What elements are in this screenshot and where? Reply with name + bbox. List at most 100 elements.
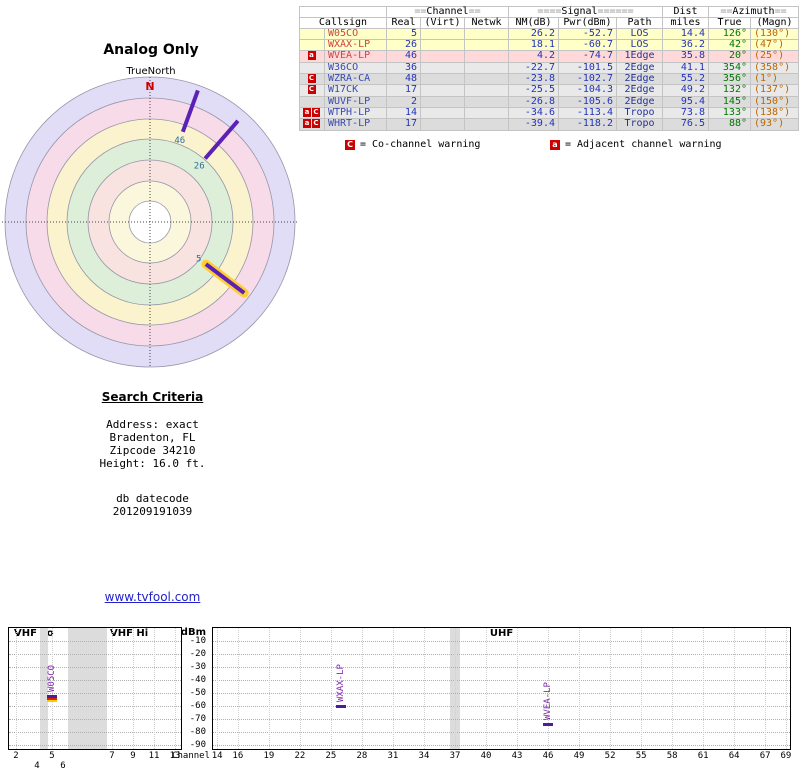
callsign-link[interactable]: WZRA-CA — [324, 72, 387, 85]
gridline-v-ch9 — [133, 628, 134, 749]
station-label-W05CO: W05CO — [47, 664, 57, 692]
station-row-WZRA-CA: C WZRA-CA 48 -23.8 -102.7 2Edge 55.2 356° (1°) — [299, 72, 799, 85]
path-cell: 2Edge — [616, 95, 663, 108]
noise-margin-cell: 4.2 — [508, 50, 559, 63]
gridline-v-ch64 — [734, 628, 736, 749]
virtual-channel-cell — [420, 118, 465, 131]
warning-legend-text: = Adjacent channel warning — [565, 139, 722, 150]
y-tick-label--30: -30 — [189, 662, 206, 672]
gridline-v-ch22 — [299, 628, 301, 749]
path-cell: LOS — [616, 39, 663, 51]
azimuth-magnetic-cell: (130°) — [750, 28, 799, 40]
network-cell — [464, 50, 509, 63]
gridline-v-ch58 — [672, 628, 674, 749]
y-tick-label--70: -70 — [189, 714, 206, 724]
power-cell: -104.3 — [558, 84, 617, 97]
group-header-decor: ====== — [597, 6, 634, 17]
db-datecode-value: 201209191039 — [112, 505, 193, 518]
x-tick-label-25: 25 — [325, 751, 337, 761]
x-tick-label-46: 46 — [542, 751, 554, 761]
gridline-v-ch25 — [330, 628, 332, 749]
gridline-h — [213, 706, 790, 707]
virtual-channel-cell — [420, 95, 465, 108]
station-marker-highlight-red — [47, 697, 57, 700]
callsign-link[interactable]: WUVF-LP — [324, 95, 387, 108]
gridline-v-ch40 — [486, 628, 487, 749]
station-row-W36CO: W36CO 36 -22.7 -101.5 2Edge 41.1 354° (358°) — [299, 61, 799, 74]
station-marker-WVEA-LP — [543, 723, 554, 727]
distance-cell: 73.8 — [662, 106, 709, 119]
gridline-h — [9, 654, 181, 655]
azimuth-magnetic-cell: (137°) — [750, 84, 799, 97]
station-row-W05CO: W05CO 5 26.2 -52.7 LOS 14.4 126° (130°) — [299, 28, 799, 40]
radar-plot: N 46 26 5 — [2, 76, 298, 368]
x-tick-label-40: 40 — [480, 751, 492, 761]
gridline-h — [213, 680, 790, 681]
y-tick-label--10: -10 — [189, 636, 206, 646]
callsign-link[interactable]: W36CO — [324, 61, 387, 74]
callsign-link[interactable]: WVEA-LP — [324, 50, 387, 63]
group-header-decor: ==== — [537, 6, 562, 17]
gridline-h — [9, 693, 181, 694]
search-criteria-line-3: Height: 16.0 ft. — [99, 457, 206, 470]
warning-icon-a: a — [550, 139, 560, 150]
table-group-header-row: ==Channel== ====Signal====== Dist ==Azimuth… — [299, 6, 799, 18]
power-cell: -113.4 — [558, 106, 617, 119]
callsign-link[interactable]: W05CO — [324, 28, 387, 40]
group-header-decor: == — [720, 6, 733, 17]
station-row-WHRT-LP: a C WHRT-LP 17 -39.4 -118.2 Tropo 76.5 88° (93°) — [299, 118, 799, 131]
network-cell — [464, 95, 509, 108]
callsign-link[interactable]: W17CK — [324, 84, 387, 97]
x-tick-label-37: 37 — [449, 751, 461, 761]
distance-cell: 76.5 — [662, 118, 709, 131]
gridline-h — [9, 667, 181, 668]
warning-icon-a: a — [303, 119, 311, 128]
group-header-blank — [299, 6, 387, 18]
spacer — [60, 470, 245, 492]
search-criteria-line-1: Bradenton, FL — [109, 431, 196, 444]
radar-title: Analog Only — [103, 42, 199, 58]
x-tick-label-67: 67 — [759, 751, 771, 761]
station-row-WVEA-LP: a WVEA-LP 46 4.2 -74.7 1Edge 35.8 20° (25°) — [299, 50, 799, 63]
callsign-link[interactable]: WXAX-LP — [324, 39, 387, 51]
azimuth-true-cell: 132° — [708, 84, 751, 97]
path-cell: LOS — [616, 28, 663, 40]
band-label-vhf-lo: VHF Lo — [14, 628, 54, 639]
gridline-v-ch19 — [268, 628, 270, 749]
callsign-link[interactable]: WTPH-LP — [324, 106, 387, 119]
gridline-v-ch69 — [785, 628, 787, 749]
group-header-decor: == — [414, 6, 427, 17]
warning-icon-C: C — [307, 73, 316, 83]
gridline-h — [213, 719, 790, 720]
radar-spoke-46 — [180, 89, 200, 133]
warning-icons-cell — [299, 61, 325, 74]
gridline-h — [213, 693, 790, 694]
column-header-callsign: Callsign — [299, 17, 387, 29]
x-tick-label-7: 7 — [109, 751, 115, 761]
tvfool-link[interactable]: www.tvfool.com — [104, 590, 201, 604]
gridline-v-ch43 — [517, 628, 519, 749]
power-cell: -60.7 — [558, 39, 617, 51]
gridline-v-ch31 — [392, 628, 394, 749]
x-tick-label-9: 9 — [130, 751, 136, 761]
azimuth-magnetic-cell: (358°) — [750, 61, 799, 74]
gridline-v-ch13 — [175, 628, 176, 749]
group-header-dist: Dist — [662, 6, 709, 18]
spectrum-gap-band-1 — [68, 628, 107, 749]
distance-cell: 41.1 — [662, 61, 709, 74]
column-header-pwrdbm: Pwr(dBm) — [558, 17, 617, 29]
gridline-v-ch61 — [703, 628, 705, 749]
gridline-v-ch7 — [112, 628, 113, 749]
gridline-h — [9, 680, 181, 681]
x-tick-label-22: 22 — [294, 751, 306, 761]
y-tick-label--40: -40 — [189, 675, 206, 685]
x-tick-label-19: 19 — [263, 751, 275, 761]
callsign-link[interactable]: WHRT-LP — [324, 118, 387, 131]
station-marker-W05CO — [47, 694, 57, 698]
gridline-h — [9, 706, 181, 707]
noise-margin-cell: -25.5 — [508, 84, 559, 97]
noise-margin-cell: -26.8 — [508, 95, 559, 108]
column-header-real: Real — [386, 17, 421, 29]
warning-icons-cell — [299, 39, 325, 51]
